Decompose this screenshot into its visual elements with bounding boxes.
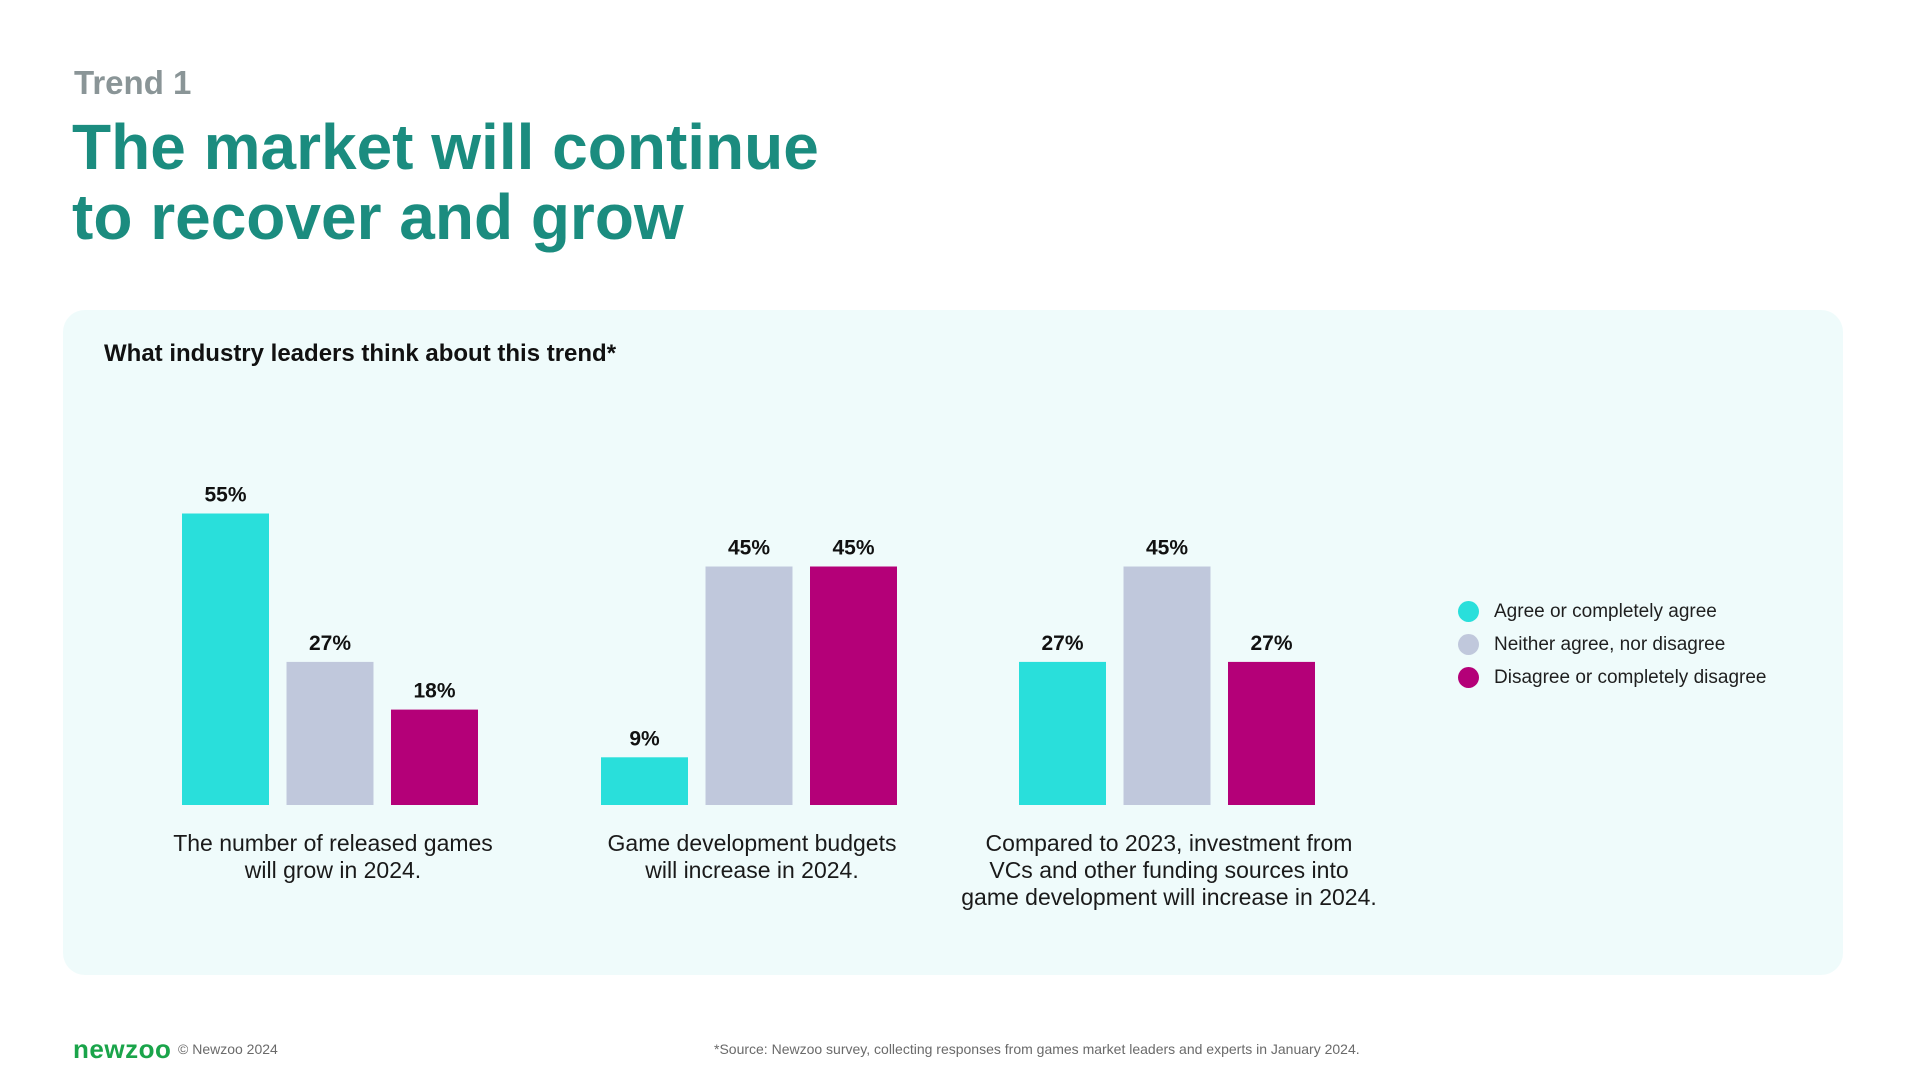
legend-dot-disagree: [1458, 667, 1479, 688]
bar-neutral-1: [705, 566, 793, 805]
chart-panel: [63, 310, 1843, 975]
chart-legend: Agree or completely agree Neither agree,…: [1458, 595, 1766, 694]
category-label-0-line-1: will grow in 2024.: [244, 857, 422, 883]
legend-label-disagree: Disagree or completely disagree: [1494, 666, 1767, 688]
legend-dot-neutral: [1458, 634, 1479, 655]
bar-neutral-2: [1123, 566, 1211, 805]
data-label-neutral-0: 27%: [309, 632, 351, 655]
bar-disagree-0: [391, 709, 478, 805]
legend-label-neutral: Neither agree, nor disagree: [1494, 633, 1726, 655]
legend-item-agree: Agree or completely agree: [1458, 595, 1766, 628]
legend-dot-agree: [1458, 601, 1479, 622]
eyebrow-label: Trend 1: [74, 64, 192, 101]
category-label-2-line-1: VCs and other funding sources into: [989, 857, 1349, 883]
source-footnote: *Source: Newzoo survey, collecting respo…: [714, 1041, 1360, 1057]
bar-neutral-0: [286, 661, 374, 805]
category-label-1-line-0: Game development budgets: [607, 830, 897, 856]
copyright-text: © Newzoo 2024: [178, 1041, 278, 1057]
bar-disagree-1: [810, 566, 897, 805]
data-label-neutral-2: 45%: [1146, 537, 1188, 560]
category-label-1: Game development budgets will increase in…: [552, 830, 952, 884]
bar-agree-1: [601, 757, 688, 805]
page-title-line-1: The market will continue: [72, 111, 819, 183]
bar-disagree-2: [1228, 661, 1315, 805]
data-label-agree-2: 27%: [1041, 632, 1083, 655]
category-label-0-line-0: The number of released games: [173, 830, 493, 856]
page-title-line-2: to recover and grow: [72, 181, 684, 253]
panel-title: What industry leaders think about this t…: [104, 340, 617, 367]
legend-item-neutral: Neither agree, nor disagree: [1458, 628, 1766, 661]
data-label-neutral-1: 45%: [728, 537, 770, 560]
data-label-agree-1: 9%: [629, 727, 660, 750]
newzoo-logo: newzoo: [73, 1034, 172, 1064]
legend-label-agree: Agree or completely agree: [1494, 600, 1717, 622]
category-label-0: The number of released games will grow in…: [133, 830, 533, 884]
category-label-1-line-1: will increase in 2024.: [645, 857, 859, 883]
category-label-2-line-0: Compared to 2023, investment from: [985, 830, 1353, 856]
data-label-disagree-0: 18%: [413, 680, 455, 703]
page-title: The market will continue to recover and …: [72, 112, 972, 252]
data-label-agree-0: 55%: [204, 484, 246, 507]
category-label-2: Compared to 2023, investment from VCs and…: [919, 830, 1419, 911]
category-label-2-line-2: game development will increase in 2024.: [961, 884, 1377, 910]
bar-agree-0: [182, 513, 269, 805]
bar-agree-2: [1019, 661, 1106, 805]
data-label-disagree-2: 27%: [1250, 632, 1292, 655]
legend-item-disagree: Disagree or completely disagree: [1458, 661, 1766, 694]
data-label-disagree-1: 45%: [832, 537, 874, 560]
